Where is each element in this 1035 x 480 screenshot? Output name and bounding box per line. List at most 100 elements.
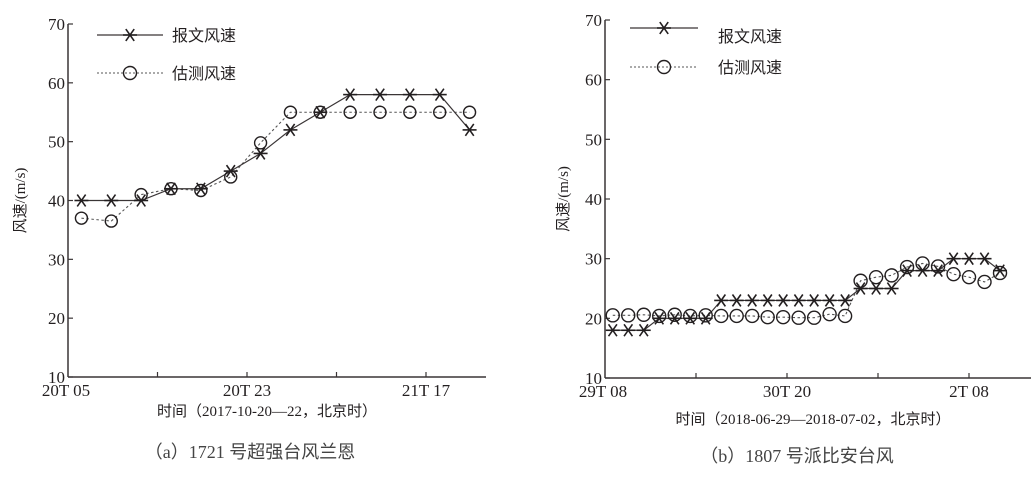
asterisk-marker-icon [636, 323, 651, 337]
asterisk-marker-icon [283, 123, 298, 137]
marker-stroke [793, 294, 804, 307]
asterisk-marker-icon [313, 105, 328, 119]
plot-area [605, 252, 1008, 337]
marker-stroke [405, 88, 415, 102]
legend-label-estimated: 估测风速 [172, 65, 236, 83]
series-line-estimated [81, 111, 470, 222]
marker-stroke [809, 294, 819, 307]
asterisk-marker-icon [822, 294, 837, 307]
asterisk-marker-icon [432, 88, 447, 102]
marker-stroke [638, 323, 649, 337]
circle-marker-icon [713, 308, 729, 324]
x-tick-label: 2T 08 [949, 382, 989, 401]
marker-stroke [979, 252, 990, 266]
circle-marker-icon [605, 308, 620, 323]
x-tick-label: 30T 20 [763, 382, 811, 401]
asterisk-marker-icon [946, 252, 961, 266]
marker-stroke [964, 252, 974, 266]
circle-marker-icon [884, 268, 899, 283]
circle-marker-icon [433, 105, 447, 119]
asterisk-marker-icon [962, 252, 977, 266]
circle-marker-icon [992, 265, 1008, 281]
asterisk-marker-icon [884, 282, 899, 295]
marker-stroke [886, 282, 897, 295]
marker-stroke [654, 311, 665, 325]
circle-marker-icon [283, 105, 298, 119]
line-chart-b: 10 20 30 40 50 60 70 29T 08 30T 20 2T 08 报文风速估测风速风… [555, 11, 1031, 466]
line-chart-a: 10 20 30 40 50 60 70 20T 05 20T 23 21T 17 报文风速估测风速… [12, 15, 486, 462]
circle-marker-icon [760, 309, 775, 325]
circle-marker-icon [194, 183, 208, 198]
x-tick-label: 29T 08 [579, 382, 627, 401]
marker-stroke [225, 164, 236, 178]
marker-stroke [917, 264, 928, 278]
circle-marker-icon [373, 105, 387, 119]
asterisk-marker-icon [838, 294, 853, 307]
circle-marker-icon [403, 105, 417, 119]
y-tick-label: 40 [48, 192, 65, 211]
series-line-reported [81, 93, 471, 202]
x-tick-label: 20T 23 [223, 381, 271, 400]
marker-stroke [778, 294, 788, 307]
y-axis-title: 风速/(m/s) [12, 168, 29, 234]
y-tick-label: 40 [585, 190, 602, 209]
asterisk-marker-icon [977, 252, 992, 266]
marker-stroke [948, 252, 959, 266]
asterisk-marker-icon [462, 123, 477, 137]
y-tick-label: 10 [585, 369, 602, 388]
legend-label-estimated: 估测风速 [718, 59, 782, 77]
circle-marker-icon [775, 309, 791, 325]
marker-stroke [125, 28, 135, 42]
circle-marker-icon [667, 307, 682, 322]
marker-stroke [255, 147, 266, 160]
marker-stroke [607, 323, 618, 337]
marker-stroke [196, 182, 206, 196]
asterisk-marker-icon [657, 21, 671, 35]
marker-stroke [840, 294, 850, 307]
circle-marker-icon [946, 266, 961, 282]
marker-stroke [315, 105, 326, 119]
circle-marker-icon [104, 214, 118, 228]
y-tick-label: 70 [48, 15, 65, 34]
marker-stroke [855, 282, 866, 295]
y-tick-label: 30 [48, 250, 65, 269]
y-tick-label: 60 [585, 71, 602, 90]
y-tick-label: 10 [48, 368, 65, 387]
marker-stroke [933, 264, 943, 278]
circle-marker-icon [343, 105, 357, 119]
asterisk-marker-icon [123, 28, 137, 42]
asterisk-marker-icon [164, 182, 179, 196]
y-tick-label: 60 [48, 74, 65, 93]
asterisk-marker-icon [745, 294, 760, 307]
marker-stroke [375, 88, 385, 102]
circle-marker-icon [868, 269, 884, 285]
circle-marker-icon [652, 308, 667, 324]
asterisk-marker-icon [253, 147, 268, 160]
asterisk-marker-icon [698, 311, 713, 325]
marker-stroke [76, 194, 87, 207]
circle-marker-icon [837, 308, 853, 324]
asterisk-marker-icon [373, 88, 388, 102]
circle-marker-icon [636, 307, 651, 322]
marker-stroke [623, 323, 634, 337]
circle-marker-icon [961, 269, 977, 285]
x-axis-title: 时间（2018-06-29—2018-07-02，北京时） [676, 411, 951, 428]
marker-stroke [700, 311, 711, 325]
legend-label-reported: 报文风速 [172, 27, 236, 45]
marker-stroke [285, 123, 296, 137]
asterisk-marker-icon [791, 294, 806, 307]
circle-marker-icon [744, 308, 760, 324]
asterisk-marker-icon [402, 88, 417, 102]
asterisk-marker-icon [760, 294, 775, 307]
circle-marker-icon [74, 211, 89, 225]
asterisk-marker-icon [343, 88, 358, 102]
asterisk-marker-icon [776, 294, 791, 307]
circle-marker-icon [899, 259, 915, 275]
asterisk-marker-icon [193, 182, 208, 196]
asterisk-marker-icon [104, 194, 119, 207]
figure-caption: （a）1721 号超强台风兰恩 [145, 442, 356, 462]
circle-marker-icon [122, 65, 138, 81]
circle-marker-icon [462, 105, 477, 119]
marker-stroke [902, 264, 912, 278]
